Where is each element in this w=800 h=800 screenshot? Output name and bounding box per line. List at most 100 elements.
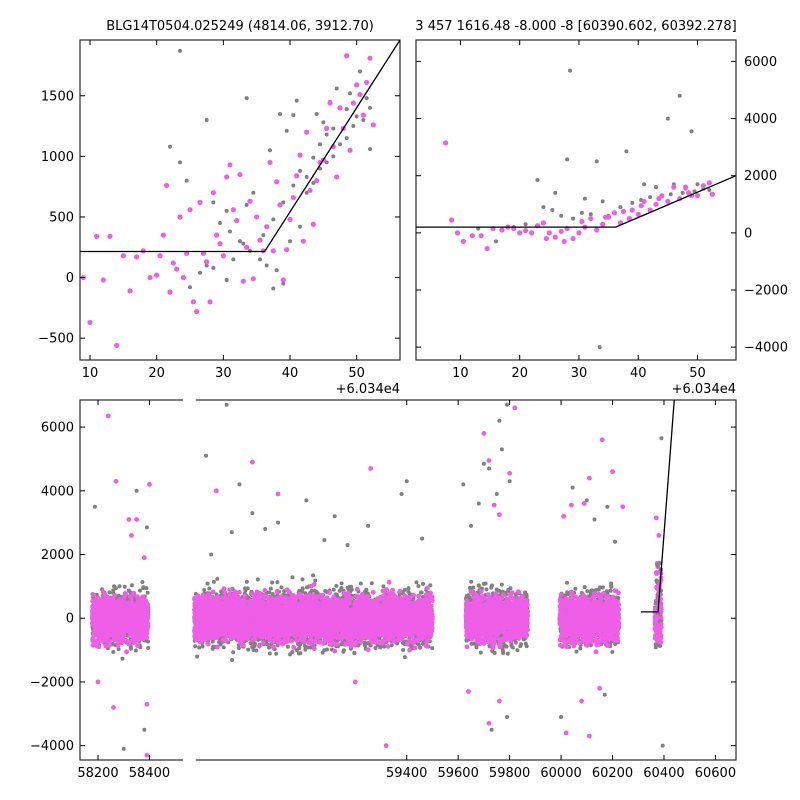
data-point-gray bbox=[145, 590, 150, 595]
y-tick-label: 1000 bbox=[41, 150, 74, 165]
data-point-gray bbox=[285, 644, 290, 649]
panel-bottom: 58200 58400 59400 59600 59800 60000 60200 60400… bbox=[30, 398, 737, 781]
data-point-pink bbox=[117, 613, 123, 619]
data-point-pink bbox=[280, 277, 286, 283]
data-point-gray bbox=[244, 579, 249, 584]
data-point-pink bbox=[227, 162, 233, 168]
data-point-gray bbox=[624, 149, 629, 154]
data-point-pink bbox=[250, 276, 256, 282]
data-point-gray bbox=[368, 105, 372, 110]
y-tick-label: −500 bbox=[38, 332, 74, 347]
data-point-gray bbox=[430, 646, 435, 651]
data-point-gray bbox=[324, 160, 329, 165]
x-tick-label: 20 bbox=[511, 366, 528, 381]
data-point-pink bbox=[107, 621, 113, 627]
x-tick-label: 10 bbox=[452, 366, 469, 381]
data-point-gray bbox=[252, 644, 257, 649]
data-point-gray bbox=[642, 182, 647, 187]
data-point-gray bbox=[184, 178, 189, 183]
data-point-gray bbox=[378, 645, 383, 650]
data-point-pink bbox=[267, 159, 273, 166]
data-point-gray bbox=[264, 263, 269, 268]
model-line bbox=[80, 40, 400, 253]
data-point-gray bbox=[248, 641, 253, 646]
data-point-gray bbox=[550, 208, 555, 212]
data-point-pink bbox=[210, 190, 216, 196]
data-point-pink bbox=[290, 194, 296, 201]
data-point-pink bbox=[132, 636, 137, 642]
data-point-pink bbox=[469, 233, 475, 239]
data-point-gray bbox=[314, 111, 319, 116]
data-point-pink bbox=[111, 634, 117, 639]
data-point-pink bbox=[96, 644, 102, 650]
data-point-gray bbox=[331, 587, 336, 592]
data-point-gray bbox=[311, 181, 316, 186]
data-point-gray bbox=[205, 581, 210, 586]
data-point-gray bbox=[677, 93, 682, 98]
model-line bbox=[416, 175, 736, 228]
data-point-pink bbox=[91, 605, 97, 610]
data-point-pink bbox=[144, 635, 150, 641]
data-point-gray bbox=[231, 650, 236, 655]
x-tick-label: 50 bbox=[689, 366, 706, 381]
data-point-pink bbox=[207, 299, 213, 305]
x-tick-label: 20 bbox=[148, 366, 165, 381]
data-point-gray bbox=[304, 174, 309, 179]
data-point-pink bbox=[700, 183, 707, 189]
data-point-gray bbox=[218, 221, 222, 226]
data-point-gray bbox=[244, 96, 249, 101]
data-point-pink bbox=[270, 248, 276, 254]
data-point-gray bbox=[414, 580, 419, 585]
data-point-pink bbox=[102, 636, 108, 641]
data-point-gray bbox=[582, 196, 587, 201]
data-point-gray bbox=[494, 239, 498, 244]
data-point-gray bbox=[416, 584, 421, 589]
data-point-gray bbox=[141, 585, 146, 590]
data-point-gray bbox=[313, 589, 318, 594]
data-point-gray bbox=[251, 647, 256, 652]
data-point-gray bbox=[579, 210, 584, 215]
data-point-pink bbox=[99, 621, 105, 627]
data-point-pink bbox=[135, 643, 140, 649]
data-point-gray bbox=[211, 200, 216, 205]
data-point-gray bbox=[351, 124, 356, 129]
data-point-gray bbox=[352, 650, 357, 655]
data-point-pink bbox=[121, 609, 127, 615]
data-point-gray bbox=[279, 585, 284, 590]
data-point-gray bbox=[261, 233, 266, 238]
data-point-gray bbox=[369, 581, 374, 586]
x-tick-label: 30 bbox=[215, 366, 232, 381]
data-point-gray bbox=[122, 584, 127, 589]
data-point-gray bbox=[230, 657, 235, 662]
x-tick-label: 30 bbox=[571, 366, 588, 381]
data-point-pink bbox=[706, 180, 712, 186]
data-point-pink bbox=[244, 244, 250, 250]
data-point-pink bbox=[297, 152, 303, 158]
data-point-pink bbox=[224, 174, 230, 180]
data-point-gray bbox=[373, 645, 378, 650]
data-point-gray bbox=[311, 155, 316, 160]
data-point-pink bbox=[344, 53, 350, 59]
data-point-gray bbox=[146, 639, 151, 644]
data-point-pink bbox=[214, 232, 220, 238]
data-point-gray bbox=[120, 656, 125, 661]
data-point-pink bbox=[124, 600, 129, 606]
data-point-pink bbox=[324, 125, 330, 132]
data-point-pink bbox=[294, 173, 300, 179]
data-point-pink bbox=[354, 82, 360, 88]
data-point-gray bbox=[290, 575, 295, 580]
data-point-gray bbox=[361, 118, 366, 122]
plot-area bbox=[80, 40, 400, 349]
data-point-gray bbox=[271, 286, 276, 291]
data-point-pink bbox=[237, 171, 243, 178]
data-point-pink bbox=[90, 642, 96, 648]
data-point-pink bbox=[111, 604, 117, 610]
data-point-gray bbox=[707, 188, 712, 192]
data-point-pink bbox=[147, 274, 153, 281]
data-point-pink bbox=[137, 616, 143, 622]
data-point-gray bbox=[188, 285, 192, 290]
data-point-pink bbox=[164, 182, 170, 189]
data-point-gray bbox=[305, 585, 310, 590]
data-point-pink bbox=[94, 233, 100, 239]
